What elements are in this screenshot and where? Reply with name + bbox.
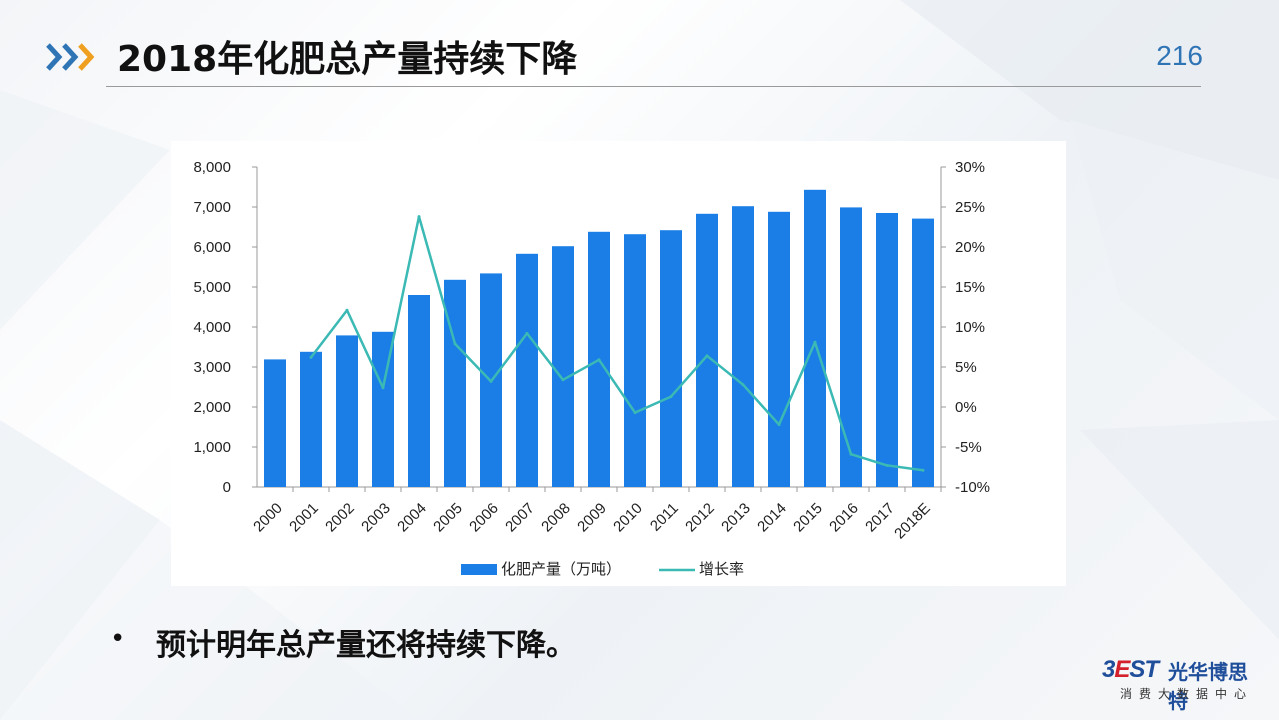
y-left-tick-label: 6,000	[193, 239, 231, 256]
growth-point	[561, 378, 565, 382]
chart-panel: 0 1,000 2,000 3,000 4,000 5,000 6,000 7,000 8,00…	[171, 141, 1066, 586]
x-tick-label: 2004	[394, 500, 430, 536]
x-tick-label: 2011	[647, 500, 682, 535]
growth-point	[381, 386, 385, 390]
bar	[372, 331, 394, 487]
growth-point	[309, 355, 313, 359]
growth-point	[849, 452, 853, 456]
bar	[552, 246, 574, 487]
bar	[804, 189, 826, 488]
x-tick-label: 2002	[322, 500, 358, 536]
growth-point	[525, 331, 529, 335]
y-left-tick-label: 2,000	[193, 399, 231, 416]
y-left-tick-label: 5,000	[193, 279, 231, 296]
bar	[876, 213, 898, 487]
bar	[336, 335, 358, 487]
growth-point	[597, 358, 601, 362]
x-tick-label: 2006	[466, 500, 502, 536]
logo-mark-suffix: ST	[1129, 656, 1159, 683]
logo-mark-e: E	[1114, 656, 1130, 683]
logo-name: 光华博思特	[1168, 660, 1248, 713]
growth-point	[453, 342, 457, 346]
bar	[768, 211, 790, 488]
bullet-marker: •	[110, 624, 126, 654]
bar	[444, 279, 466, 487]
logo-mark: 3EST	[1102, 656, 1159, 684]
chevrons-icon	[46, 43, 95, 71]
x-tick-label: 2005	[430, 500, 466, 536]
x-tick-label: 2018E	[891, 500, 934, 543]
bar	[264, 359, 286, 487]
growth-point	[885, 463, 889, 467]
growth-point	[921, 468, 925, 472]
bar	[912, 218, 934, 487]
y-right-tick-label: 30%	[955, 159, 985, 176]
y-left-tick-label: 7,000	[193, 199, 231, 216]
y-right-tick-label: -10%	[955, 479, 990, 496]
x-tick-label: 2014	[754, 500, 790, 536]
combo-chart: 0 1,000 2,000 3,000 4,000 5,000 6,000 7,000 8,00…	[193, 159, 990, 578]
growth-point	[417, 215, 421, 219]
x-tick-label: 2012	[682, 500, 718, 536]
y-left-tick-label: 0	[223, 479, 231, 496]
x-tick-label: 2016	[826, 500, 862, 536]
legend-bar-swatch	[461, 564, 497, 575]
y-right-tick-label: 25%	[955, 199, 985, 216]
header-divider	[106, 86, 1201, 87]
x-tick-label: 2009	[574, 500, 610, 536]
x-tick-label: 2015	[790, 500, 826, 536]
y-left-tick-label: 8,000	[193, 159, 231, 176]
bar	[696, 213, 718, 488]
bar	[516, 253, 538, 487]
y-right-tick-label: 0%	[955, 399, 977, 416]
y-right-tick-label: 20%	[955, 239, 985, 256]
bar	[660, 230, 682, 487]
growth-point	[777, 423, 781, 427]
bar	[732, 206, 754, 487]
logo-mark-prefix: 3	[1102, 656, 1115, 683]
growth-point	[489, 379, 493, 383]
x-tick-label: 2001	[286, 500, 322, 536]
logo-subtitle: 消费大数据中心	[1120, 687, 1254, 701]
growth-line	[310, 215, 924, 472]
growth-point	[669, 395, 673, 399]
bar	[840, 207, 862, 487]
x-tick-label: 2007	[502, 500, 538, 536]
y-left-tick-label: 3,000	[193, 359, 231, 376]
x-tick-label: 2000	[250, 500, 286, 536]
growth-point	[813, 340, 817, 344]
bar	[624, 234, 646, 487]
slide-header: 2018年化肥总产量持续下降 216	[0, 0, 1279, 90]
x-tick-label: 2010	[610, 500, 646, 536]
growth-point	[345, 308, 349, 312]
y-right-tick-label: 5%	[955, 359, 977, 376]
x-tick-label: 2013	[718, 500, 754, 536]
company-logo: 3EST 光华博思特 消费大数据中心	[1102, 654, 1262, 713]
y-right-tick-label: 15%	[955, 279, 985, 296]
x-tick-label: 2003	[358, 500, 394, 536]
growth-point	[741, 383, 745, 387]
bar	[408, 295, 430, 487]
page-title: 2018年化肥总产量持续下降	[117, 39, 578, 80]
growth-point	[633, 411, 637, 415]
y-left-tick-label: 4,000	[193, 319, 231, 336]
y-right-tick-label: -5%	[955, 439, 982, 456]
x-tick-label: 2008	[538, 500, 574, 536]
y-left-tick-label: 1,000	[193, 439, 231, 456]
y-right-tick-label: 10%	[955, 319, 985, 336]
growth-point	[705, 354, 709, 358]
bullet-text: 预计明年总产量还将持续下降。	[156, 628, 576, 663]
page-number: 216	[1156, 40, 1203, 71]
legend-bar-label: 化肥产量（万吨）	[501, 561, 621, 578]
bar	[300, 351, 322, 487]
legend-line-label: 增长率	[699, 561, 744, 578]
